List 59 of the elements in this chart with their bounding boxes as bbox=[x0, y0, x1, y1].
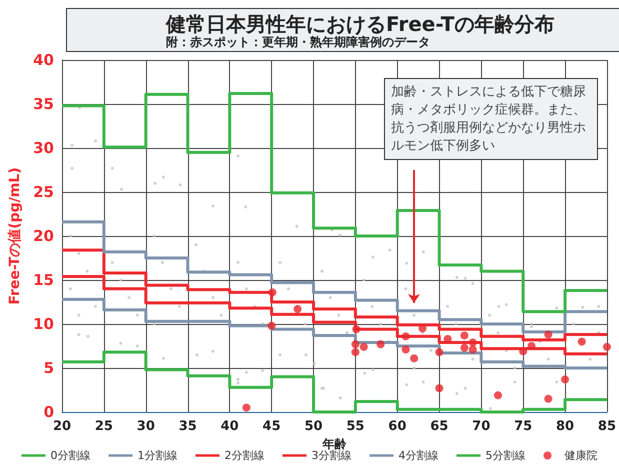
point bbox=[519, 347, 528, 356]
point bbox=[410, 354, 418, 362]
y-tick-label: 15 bbox=[33, 271, 54, 289]
x-tick-label: 85 bbox=[598, 419, 616, 434]
y-tick-label: 10 bbox=[33, 315, 54, 333]
y-tick-label: 30 bbox=[33, 139, 54, 157]
point bbox=[544, 330, 552, 339]
legend-label: 1分割線 bbox=[138, 449, 178, 462]
legend-label: 3分割線 bbox=[312, 449, 352, 462]
point bbox=[402, 332, 410, 340]
x-tick-label: 55 bbox=[346, 419, 364, 434]
legend-label: 2分割線 bbox=[224, 449, 264, 462]
x-tick-label: 65 bbox=[430, 419, 448, 434]
point bbox=[242, 404, 250, 412]
x-tick-label: 60 bbox=[388, 419, 406, 434]
point bbox=[468, 338, 477, 346]
point bbox=[602, 342, 611, 351]
point bbox=[494, 391, 502, 400]
point bbox=[435, 384, 444, 392]
x-tick-label: 45 bbox=[262, 419, 281, 434]
point bbox=[460, 344, 468, 352]
point bbox=[561, 375, 570, 384]
annotation: 加齢・ストレスによる低下で糖尿病・メタボリック症候群。また、抗うつ剤服用例などかなり男性ホルモン低下例多い bbox=[391, 84, 586, 154]
point bbox=[544, 394, 552, 403]
y-tick-label: 40 bbox=[33, 51, 54, 69]
y-tick-label: 25 bbox=[33, 183, 54, 201]
point bbox=[351, 348, 360, 356]
x-tick-label: 30 bbox=[136, 419, 155, 434]
chart-title: 健常日本男性年におけるFree-Tの年齢分布 bbox=[165, 12, 554, 36]
point bbox=[578, 338, 586, 346]
x-tick-label: 50 bbox=[304, 419, 323, 434]
y-tick-label: 35 bbox=[33, 95, 54, 113]
y-tick-label: 5 bbox=[44, 359, 54, 377]
x-tick-label: 70 bbox=[472, 419, 490, 434]
y-tick-label: 0 bbox=[44, 403, 54, 421]
point bbox=[376, 340, 385, 348]
x-tick-label: 80 bbox=[556, 419, 574, 434]
x-tick-label: 40 bbox=[220, 419, 239, 434]
y-axis-title: Free-Tの値(pg/mL) bbox=[7, 167, 24, 305]
legend-label: 0分割線 bbox=[50, 449, 91, 462]
point bbox=[460, 331, 468, 340]
point bbox=[351, 340, 360, 348]
point bbox=[435, 348, 444, 356]
legend-label: 健康院 bbox=[564, 449, 598, 462]
point bbox=[468, 346, 477, 354]
point bbox=[294, 305, 302, 314]
point bbox=[268, 322, 276, 330]
legend-label: 5分割線 bbox=[485, 449, 526, 462]
x-axis-title: 年齢 bbox=[321, 436, 348, 451]
point bbox=[402, 346, 410, 354]
legend-label: 4分割線 bbox=[398, 449, 438, 462]
point bbox=[268, 288, 276, 296]
point bbox=[360, 342, 368, 351]
x-tick-label: 75 bbox=[514, 419, 532, 434]
y-tick-label: 20 bbox=[33, 227, 54, 245]
point bbox=[352, 325, 360, 334]
x-tick-label: 25 bbox=[94, 419, 113, 434]
chart-subtitle: 附：赤スポット：更年期・熟年期障害例のデータ bbox=[166, 35, 430, 49]
x-tick-label: 35 bbox=[178, 419, 197, 434]
